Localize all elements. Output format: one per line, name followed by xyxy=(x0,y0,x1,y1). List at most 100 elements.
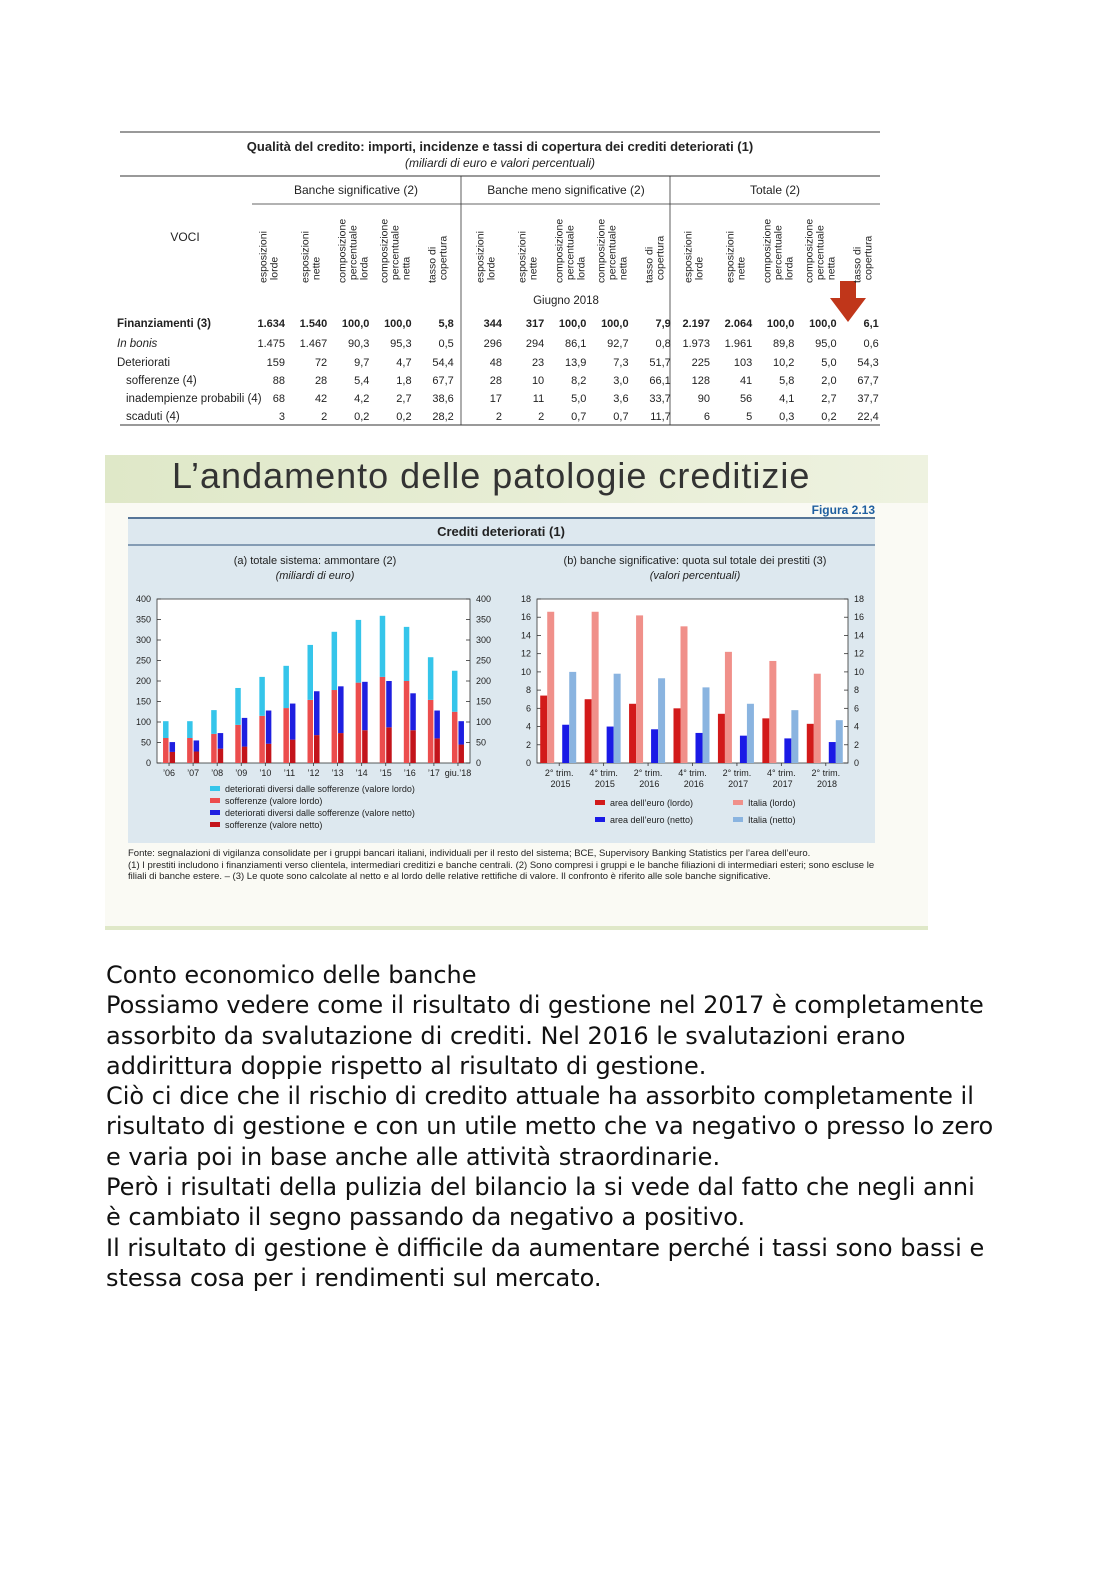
bar xyxy=(307,699,313,763)
bar xyxy=(458,721,464,745)
bar xyxy=(362,681,368,731)
y2-tick-label: 4 xyxy=(854,722,859,732)
table-cell: 68 xyxy=(273,393,285,405)
table-cell: 88 xyxy=(273,375,285,387)
bar xyxy=(241,746,248,763)
table-cell: 2,7 xyxy=(396,393,411,405)
table-cell: 4,2 xyxy=(354,393,369,405)
table-cell: 28 xyxy=(315,375,327,387)
plot-area xyxy=(156,598,471,764)
table-cell: 48 xyxy=(490,357,502,369)
table-cell: 344 xyxy=(484,318,503,330)
bar xyxy=(211,733,217,763)
table-subtitle: (miliardi di euro e valori percentuali) xyxy=(405,156,595,170)
x-tick-label: ’12 xyxy=(307,768,319,778)
y2-tick-label: 0 xyxy=(854,758,859,768)
x-tick-label: 2° trim. 2017 xyxy=(723,768,752,789)
column-header: composizione percentuale netta xyxy=(379,219,413,283)
table-cell: 92,7 xyxy=(607,338,628,350)
table-cell: 2.197 xyxy=(682,318,710,330)
table-cell: 0,2 xyxy=(821,411,836,423)
y-tick-label: 2 xyxy=(526,740,531,750)
bar xyxy=(403,681,410,763)
column-header-group: composizione percentuale lorda xyxy=(336,219,370,283)
column-header: composizione percentuale netta xyxy=(804,219,838,283)
bar xyxy=(739,735,747,763)
table-cell: 294 xyxy=(526,338,544,350)
table-cell: 95,0 xyxy=(815,338,836,350)
figure-title: Crediti deteriorati (1) xyxy=(437,524,565,539)
x-tick-label: 2° trim. 2018 xyxy=(811,768,840,789)
bar xyxy=(584,699,592,763)
column-header-group: composizione percentuale netta xyxy=(804,219,838,283)
table-cell: 23 xyxy=(532,357,544,369)
y-tick-label: 16 xyxy=(521,612,531,622)
bar xyxy=(331,690,338,763)
table-cell: 1.973 xyxy=(682,338,710,350)
legend-label: Italia (netto) xyxy=(748,815,796,825)
table-cell: 2,7 xyxy=(821,393,836,405)
table-cell: 1.634 xyxy=(257,318,285,330)
column-header: tasso di copertura xyxy=(851,236,874,283)
row-label: sofferenze (4) xyxy=(126,375,197,387)
y-tick-label: 350 xyxy=(136,615,151,625)
table-cell: 5,4 xyxy=(354,375,369,387)
x-tick-label: giu.’18 xyxy=(445,768,472,778)
group-header: Totale (2) xyxy=(750,183,800,197)
legend-swatch xyxy=(210,798,220,803)
chart-subtitle: (miliardi di euro) xyxy=(276,570,355,582)
document-figures: Qualità del credito: importi, incidenze … xyxy=(105,131,928,930)
bar xyxy=(828,742,836,763)
table-cell: 2 xyxy=(496,411,502,423)
table-cell: 100,0 xyxy=(342,318,370,330)
y-tick-label: 10 xyxy=(521,667,531,677)
bar xyxy=(259,676,265,716)
row-label: Deteriorati xyxy=(117,357,170,369)
column-header: composizione percentuale netta xyxy=(596,219,630,283)
column-header: composizione percentuale lorda xyxy=(761,219,795,283)
bar xyxy=(241,717,248,747)
table-cell: 28 xyxy=(490,375,502,387)
table-cell: 11,7 xyxy=(650,411,671,423)
column-header-group: tasso di copertura xyxy=(851,236,874,283)
table-cell: 38,6 xyxy=(432,393,453,405)
table-cell: 56 xyxy=(740,393,752,405)
y-tick-label: 300 xyxy=(136,635,151,645)
y2-tick-label: 12 xyxy=(854,649,864,659)
table-cell: 7,9 xyxy=(656,318,671,330)
y2-tick-label: 10 xyxy=(854,667,864,677)
x-tick-label: 2° trim. 2015 xyxy=(545,768,574,789)
y2-tick-label: 350 xyxy=(476,615,491,625)
bar xyxy=(379,676,386,763)
legend-swatch xyxy=(210,786,220,791)
group-header: Banche meno significative (2) xyxy=(487,183,644,197)
table-cell: 5,0 xyxy=(821,357,836,369)
legend-label: sofferenze (valore netto) xyxy=(225,820,322,830)
y2-tick-label: 8 xyxy=(854,685,859,695)
table-cell: 225 xyxy=(692,357,710,369)
body-text: Conto economico delle banche Possiamo ve… xyxy=(106,960,996,1293)
bar xyxy=(265,743,272,763)
table-cell: 3,0 xyxy=(613,375,628,387)
y-tick-label: 100 xyxy=(136,717,151,727)
bar xyxy=(451,670,458,712)
table-cell: 13,9 xyxy=(565,357,586,369)
bar xyxy=(540,695,548,763)
legend-swatch xyxy=(595,817,605,822)
table-cell: 0,2 xyxy=(354,411,369,423)
table-cell: 17 xyxy=(490,393,502,405)
y-tick-label: 0 xyxy=(526,758,531,768)
table-cell: 89,8 xyxy=(773,338,794,350)
table-cell: 6 xyxy=(704,411,710,423)
y-tick-label: 400 xyxy=(136,594,151,604)
chart-subtitle: (valori percentuali) xyxy=(650,570,741,582)
period: Giugno 2018 xyxy=(533,295,599,307)
legend-label: area dell’euro (netto) xyxy=(610,815,693,825)
legend-swatch xyxy=(210,822,220,827)
bar xyxy=(379,615,386,677)
table-cell: 72 xyxy=(315,357,327,369)
bar xyxy=(163,737,169,763)
table-cell: 0,3 xyxy=(779,411,794,423)
y-tick-label: 150 xyxy=(136,697,151,707)
table-cell: 103 xyxy=(734,357,752,369)
